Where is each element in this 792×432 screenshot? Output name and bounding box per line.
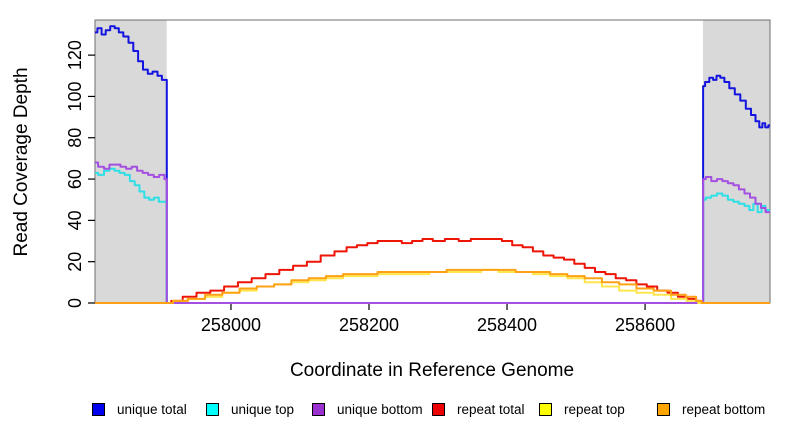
legend-swatch-unique-total xyxy=(92,402,105,416)
axis-tick-labels: 258000 258200 258400 258600 0 20 40 60 80 100 120 xyxy=(65,40,675,335)
legend-label: repeat total xyxy=(457,401,525,417)
plot-border-box xyxy=(94,19,771,304)
legend-swatch-unique-top xyxy=(206,402,219,416)
y-tick-label: 100 xyxy=(65,81,85,111)
legend-item-repeat-top: repeat top xyxy=(539,399,625,419)
chart-legend: unique total unique top unique bottom repea… xyxy=(0,399,792,421)
y-axis-title: Read Coverage Depth xyxy=(11,67,32,256)
coverage-plot: 258000 258200 258400 258600020406080100120 … xyxy=(11,19,771,381)
axis-ticks xyxy=(88,54,646,310)
y-tick-label: 20 xyxy=(65,252,85,272)
legend-swatch-unique-bottom xyxy=(312,402,325,416)
legend-label: unique bottom xyxy=(337,401,423,417)
repeat-shaded-region-1 xyxy=(95,20,167,303)
series-line-unique-top xyxy=(95,167,770,304)
y-tick-label: 0 xyxy=(65,298,85,308)
x-tick-label: 258000 xyxy=(201,315,261,335)
data-series-lines xyxy=(95,25,770,304)
x-tick-label: 258400 xyxy=(477,315,537,335)
legend-swatch-repeat-total xyxy=(432,402,445,416)
y-tick-label: 40 xyxy=(65,210,85,230)
x-tick-label: 258600 xyxy=(615,315,675,335)
legend-label: unique total xyxy=(117,401,187,417)
legend-label: unique top xyxy=(231,401,295,417)
legend-item-unique-top: unique top xyxy=(206,399,294,419)
x-tick-label: 258200 xyxy=(339,315,399,335)
series-line-unique-total xyxy=(95,25,770,304)
legend-label: repeat top xyxy=(564,401,625,417)
y-tick-label: 120 xyxy=(65,40,85,70)
legend-swatch-repeat-bottom xyxy=(657,402,670,416)
series-line-unique-bottom xyxy=(95,161,770,304)
y-tick-label: 80 xyxy=(65,128,85,148)
series-line-repeat-bottom xyxy=(95,268,770,304)
legend-item-repeat-bottom: repeat bottom xyxy=(657,399,765,419)
repeat-shaded-region-2 xyxy=(703,20,770,303)
legend-item-unique-total: unique total xyxy=(92,399,187,419)
shaded-repeat-regions xyxy=(95,20,770,303)
series-line-repeat-total xyxy=(95,238,770,304)
legend-item-repeat-total: repeat total xyxy=(432,399,525,419)
x-axis-title: Coordinate in Reference Genome xyxy=(290,360,574,381)
legend-label: repeat bottom xyxy=(682,401,766,417)
y-tick-label: 60 xyxy=(65,169,85,189)
legend-item-unique-bottom: unique bottom xyxy=(312,399,423,419)
legend-swatch-repeat-top xyxy=(539,402,552,416)
